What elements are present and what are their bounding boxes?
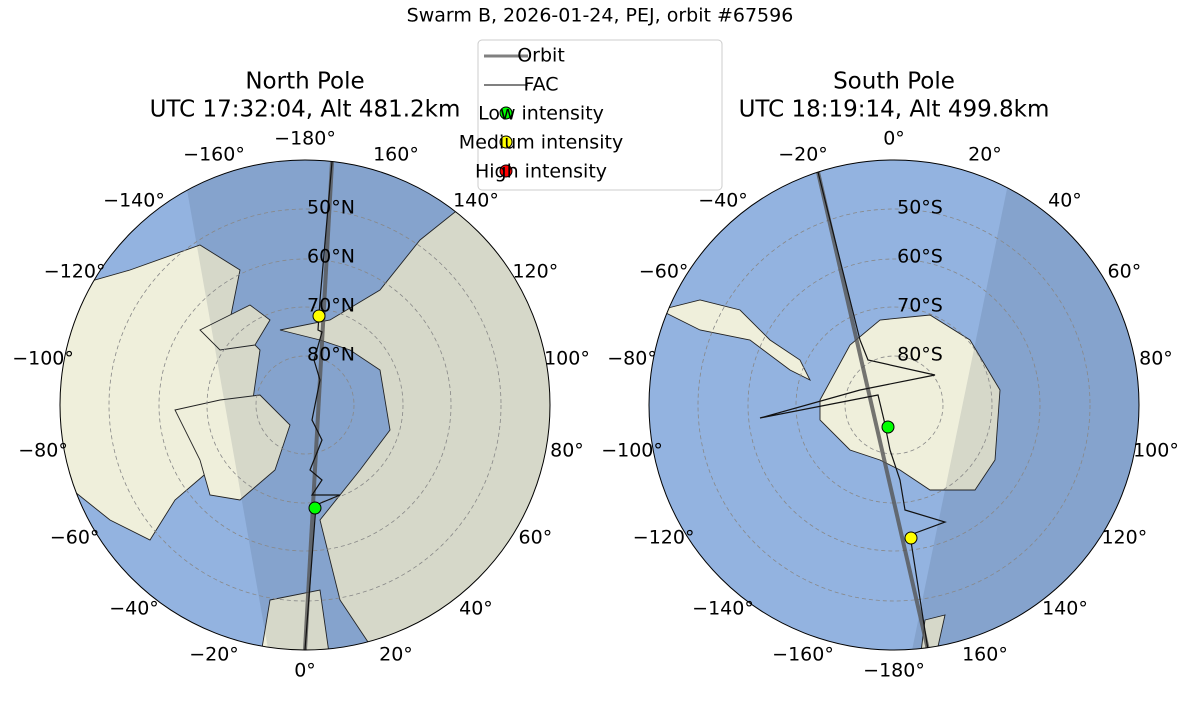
longitude-label: −40° [109, 597, 159, 619]
longitude-label: 0° [883, 128, 905, 150]
longitude-label: 140° [453, 190, 499, 212]
longitude-label: 120° [1101, 527, 1147, 549]
longitude-label: −180° [863, 660, 925, 682]
longitude-label: −160° [772, 643, 834, 665]
north-map: North Pole UTC 17:32:04, Alt 481.2km −18… [12, 69, 590, 682]
longitude-label: −60° [639, 261, 689, 283]
longitude-label: 100° [1133, 440, 1179, 462]
longitude-label: −20° [189, 643, 239, 665]
map-subtitle: UTC 18:19:14, Alt 499.8km [739, 97, 1050, 123]
map-title: North Pole [245, 69, 364, 95]
longitude-label: 40° [1048, 190, 1082, 212]
latitude-label: 70°S [897, 295, 943, 317]
legend-label: FAC [523, 74, 558, 96]
longitude-label: 60° [1108, 261, 1142, 283]
longitude-label: 80° [1139, 347, 1173, 369]
latitude-label: 60°S [897, 246, 943, 268]
longitude-label: 60° [519, 527, 553, 549]
latitude-label: 50°S [897, 197, 943, 219]
longitude-label: −160° [183, 144, 245, 166]
map-title: South Pole [833, 69, 955, 95]
longitude-label: −60° [50, 527, 100, 549]
legend: Orbit FAC Low intensity Medium intensity Hig… [459, 39, 723, 191]
latitude-label: 60°N [307, 246, 355, 268]
longitude-label: −120° [44, 261, 106, 283]
longitude-label: 40° [459, 597, 493, 619]
latitude-label: 80°N [307, 344, 355, 366]
latitude-label: 50°N [307, 197, 355, 219]
longitude-label: 100° [544, 347, 590, 369]
longitude-label: −20° [778, 144, 828, 166]
legend-label: Orbit [517, 45, 565, 67]
figure-title: Swarm B, 2026-01-24, PEJ, orbit #67596 [407, 5, 794, 27]
longitude-label: 160° [962, 643, 1008, 665]
longitude-label: 80° [550, 440, 584, 462]
longitude-label: 0° [294, 660, 316, 682]
longitude-label: 120° [512, 261, 558, 283]
longitude-label: −80° [18, 440, 68, 462]
latitude-label: 70°N [307, 295, 355, 317]
longitude-label: −100° [12, 347, 74, 369]
longitude-label: −140° [692, 597, 754, 619]
longitude-label: −140° [103, 190, 165, 212]
longitude-label: −180° [274, 128, 336, 150]
longitude-label: 160° [373, 144, 419, 166]
longitude-label: 20° [968, 144, 1002, 166]
legend-label: Medium intensity [459, 132, 623, 154]
longitude-label: 140° [1042, 597, 1088, 619]
map-subtitle: UTC 17:32:04, Alt 481.2km [150, 97, 461, 123]
longitude-label: −40° [698, 190, 748, 212]
longitude-label: −80° [607, 347, 657, 369]
longitude-label: −120° [633, 527, 695, 549]
legend-label: Low intensity [478, 103, 604, 125]
longitude-label: −100° [601, 440, 663, 462]
latitude-label: 80°S [897, 344, 943, 366]
legend-label: High intensity [475, 161, 607, 183]
longitude-label: 20° [379, 643, 413, 665]
